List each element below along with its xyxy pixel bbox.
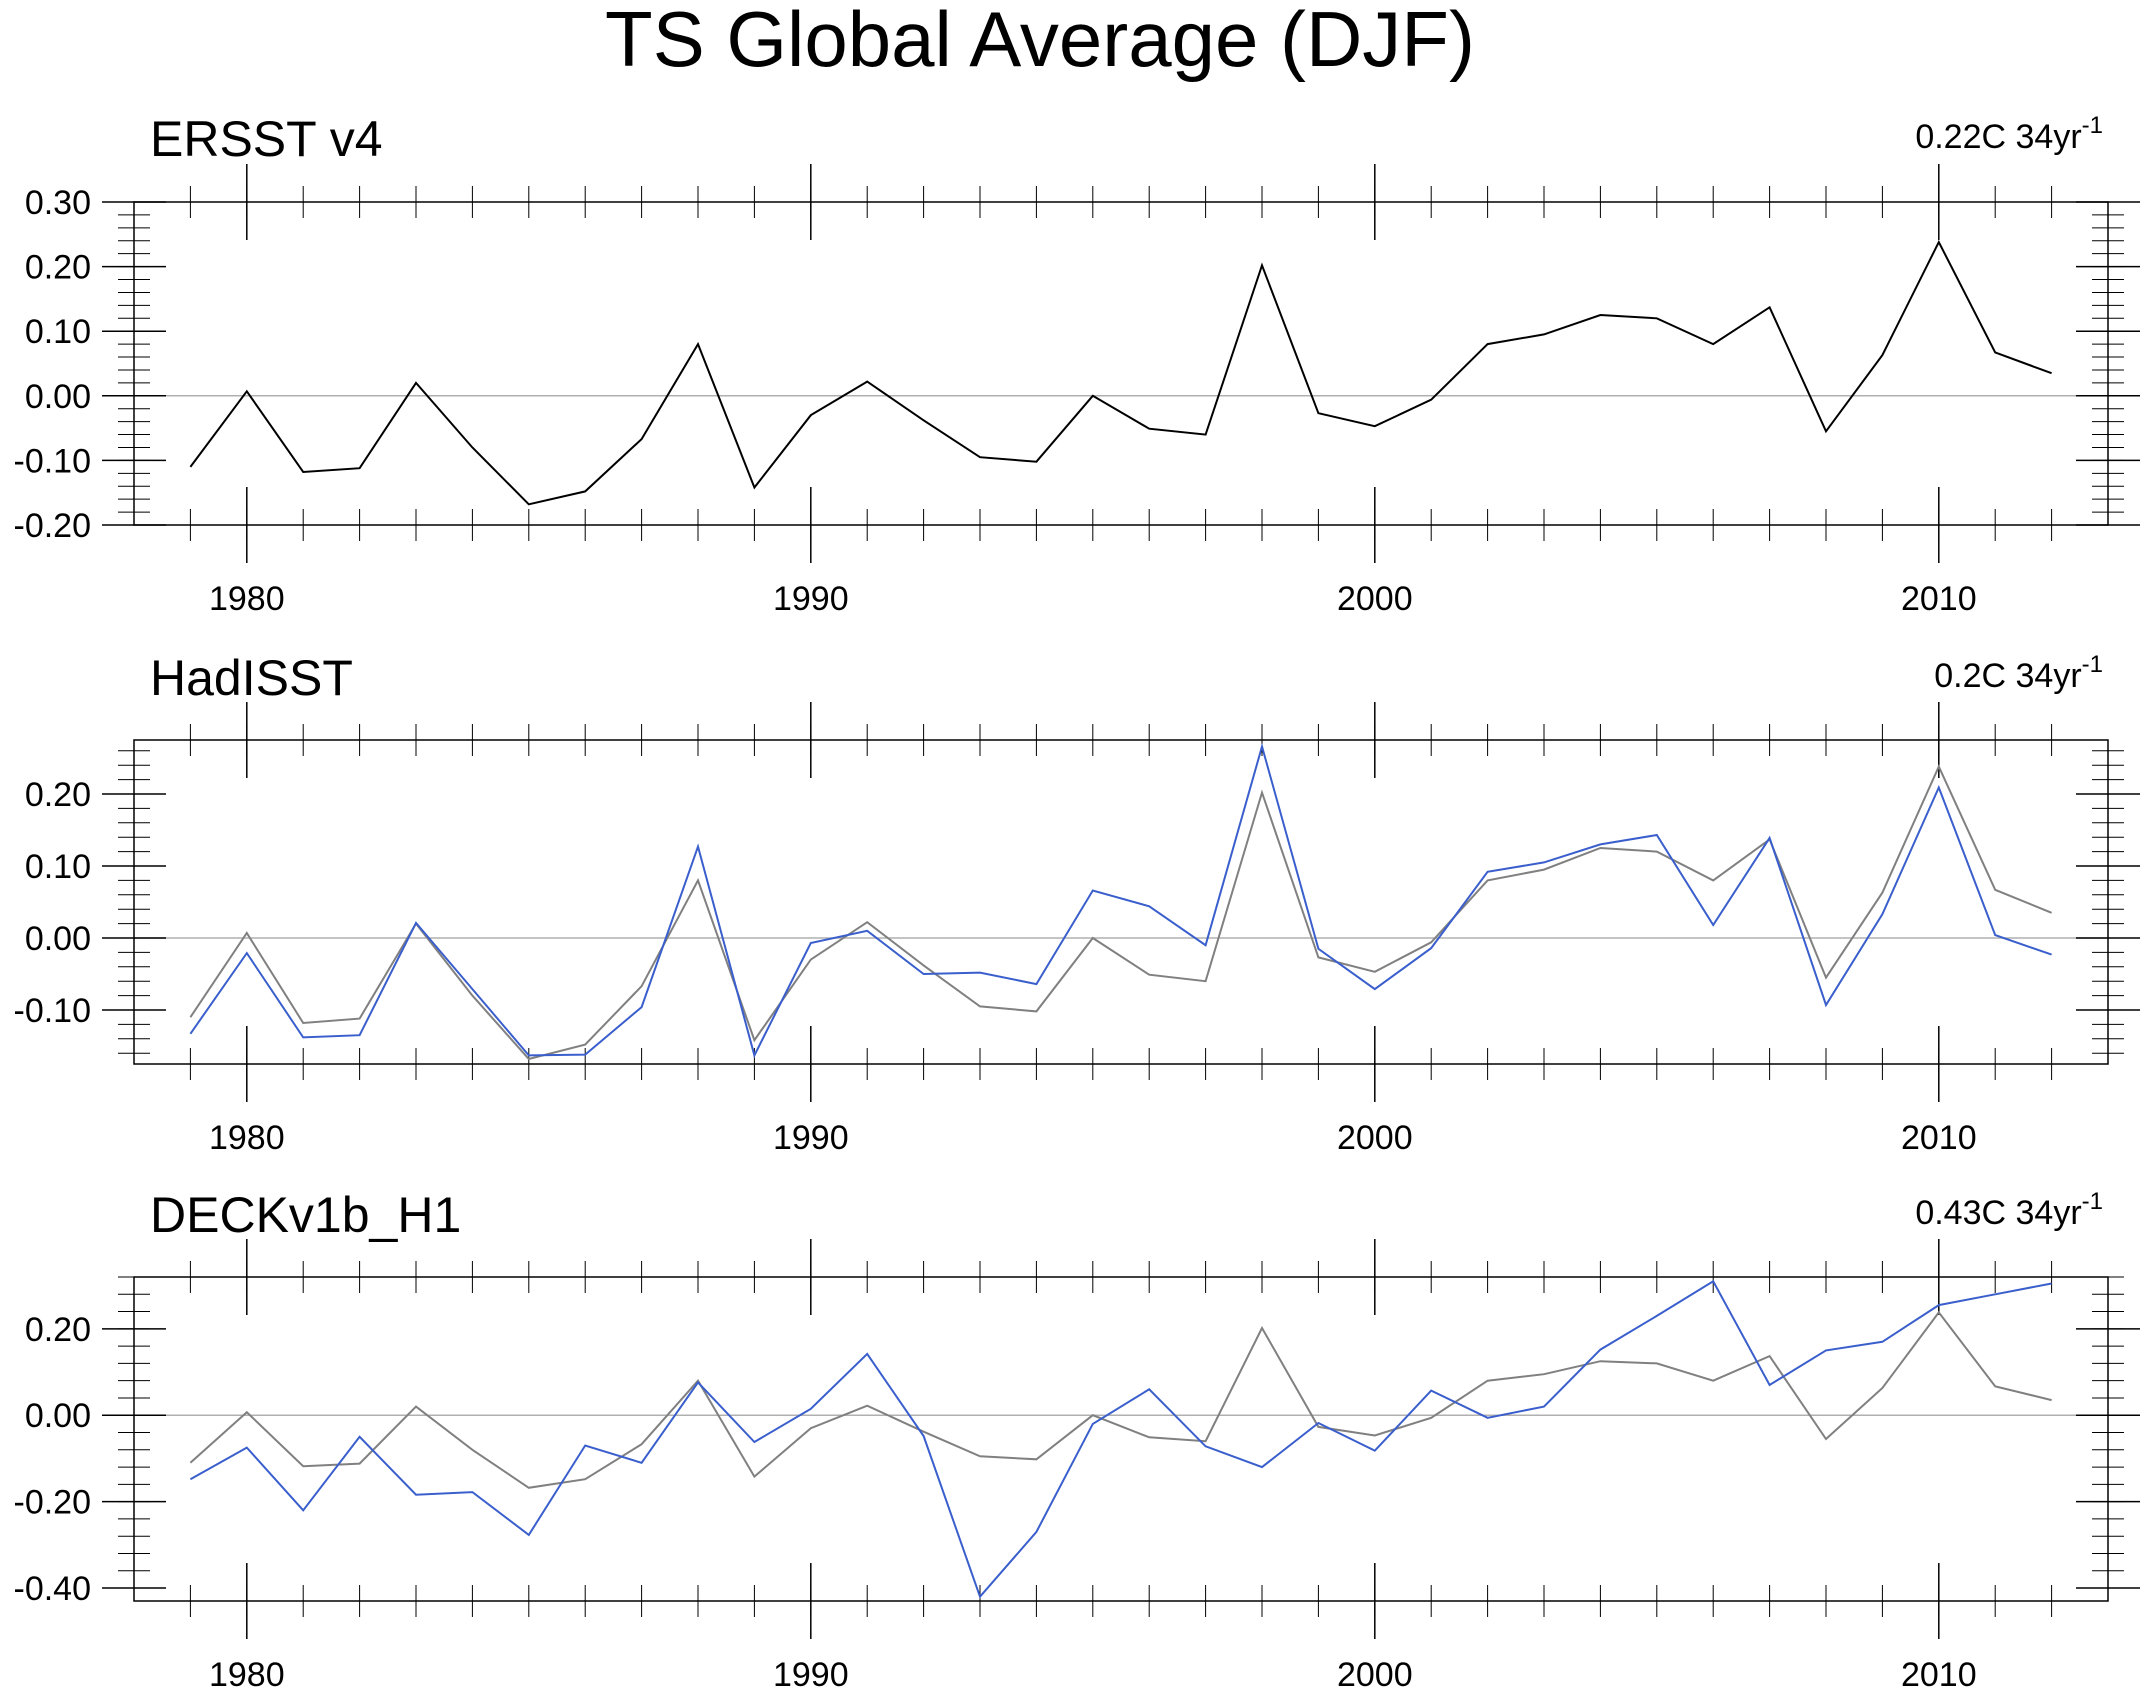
series-line-hadisst <box>189 742 2052 1059</box>
plot-frame <box>133 201 2109 526</box>
y-tick-label: 0.20 <box>25 776 91 814</box>
trend-exponent: -1 <box>2082 1188 2103 1215</box>
y-tick-label: -0.10 <box>14 992 92 1030</box>
figure-title: TS Global Average (DJF) <box>605 0 1475 83</box>
x-tick-label: 2000 <box>1337 1656 1413 1694</box>
series-line-deckv1b-h1 <box>189 1279 2052 1599</box>
series-line-ersst-v4 <box>189 764 2052 1061</box>
panel-title: HadISST <box>150 650 353 706</box>
x-tick-label: 1990 <box>773 1656 849 1694</box>
series-line-ersst-v4 <box>189 1310 2052 1489</box>
x-tick-label: 2010 <box>1901 1656 1977 1694</box>
trend-value: 0.22C 34yr <box>1915 118 2081 156</box>
y-tick-label: 0.10 <box>25 313 91 351</box>
plot-frame <box>133 1276 2109 1602</box>
trend-value: 0.43C 34yr <box>1915 1194 2081 1232</box>
y-tick-label: 0.30 <box>25 184 91 222</box>
y-tick-label: 0.10 <box>25 848 91 886</box>
x-tick-label: 1980 <box>209 580 285 618</box>
y-tick-label: -0.20 <box>14 507 92 545</box>
panel-title: ERSST v4 <box>150 111 383 167</box>
x-tick-label: 1990 <box>773 580 849 618</box>
y-tick-label: 0.00 <box>25 1397 91 1435</box>
x-tick-label: 2010 <box>1901 580 1977 618</box>
trend-label: 0.2C 34yr-1 <box>1934 651 2103 695</box>
x-tick-label: 1980 <box>209 1656 285 1694</box>
x-tick-label: 1980 <box>209 1119 285 1157</box>
y-tick-label: 0.20 <box>25 249 91 287</box>
y-tick-label: -0.10 <box>14 442 92 480</box>
x-tick-label: 2010 <box>1901 1119 1977 1157</box>
panel-ersst: ERSST v4 0.22C 34yr-1 -0.20 -0.10 0.00 0.10… <box>14 111 2140 618</box>
trend-label: 0.22C 34yr-1 <box>1915 112 2103 156</box>
trend-label: 0.43C 34yr-1 <box>1915 1188 2103 1232</box>
y-tick-label: 0.20 <box>25 1311 91 1349</box>
trend-exponent: -1 <box>2082 112 2103 139</box>
series-line-ersst-v4 <box>189 239 2052 506</box>
panel-deckv1b-h1: DECKv1b_H1 0.43C 34yr-1 -0.40 -0.20 0.00 0.… <box>14 1187 2140 1694</box>
x-tick-label: 2000 <box>1337 1119 1413 1157</box>
y-tick-label: -0.40 <box>14 1570 92 1608</box>
x-tick-label: 2000 <box>1337 580 1413 618</box>
panel-hadisst: HadISST 0.2C 34yr-1 -0.10 0.00 0.10 0.20 198… <box>14 650 2140 1157</box>
plot-frame <box>133 739 2109 1065</box>
y-tick-label: -0.20 <box>14 1484 92 1522</box>
panel-title: DECKv1b_H1 <box>150 1187 461 1243</box>
trend-value: 0.2C 34yr <box>1934 657 2081 695</box>
trend-exponent: -1 <box>2082 651 2103 678</box>
y-tick-label: 0.00 <box>25 920 91 958</box>
y-tick-label: 0.00 <box>25 378 91 416</box>
x-tick-label: 1990 <box>773 1119 849 1157</box>
